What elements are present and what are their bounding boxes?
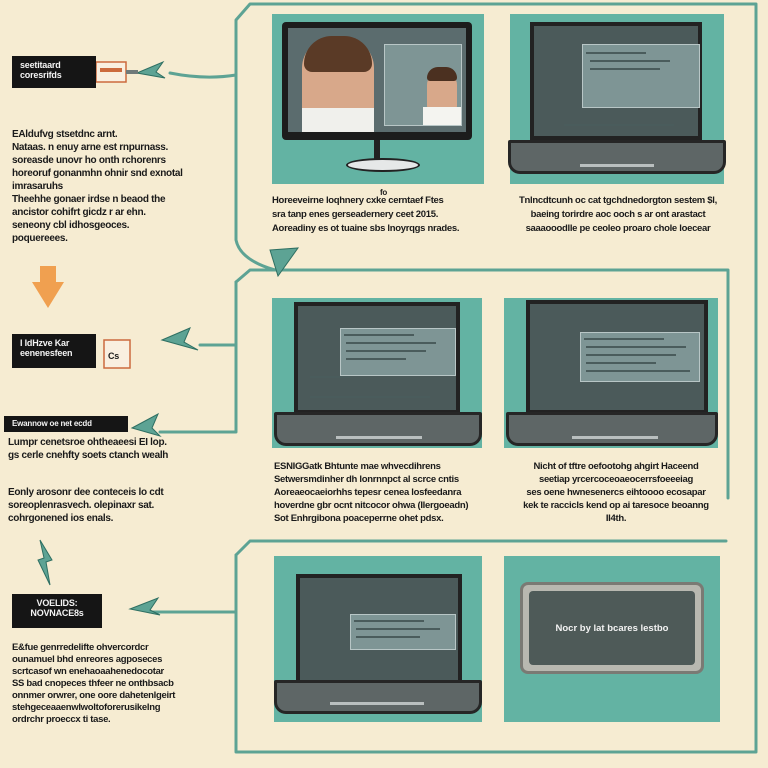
step-tag-3: Ewannow oe net ecdd <box>4 416 128 432</box>
step-description-3: Lumpr cenetsroe ohtheaeesi EI lop. gs ce… <box>8 437 169 461</box>
caption-row2-a: ESNIGGatk Bhtunte mae whvecdihrens Setwe… <box>274 461 469 524</box>
laptop-screen <box>294 302 460 414</box>
video-call-person <box>302 36 374 132</box>
step-description-1: EAldufvg stsetdnc arnt. Nataas. n enuy a… <box>12 129 183 244</box>
caption-row1-a: Horeeveirne loqhnery cxke cerntaef Ftes … <box>272 195 460 234</box>
video-call-window <box>384 44 462 126</box>
caption-row1-b: Tnlncdtcunh oc cat tgchdnedorgton sestem… <box>519 195 717 234</box>
caption-row2-b: Nicht of tftre oefootohg ahgirt Haceend … <box>523 461 709 524</box>
orange-arrow <box>32 266 64 308</box>
laptop-keyboard <box>508 140 726 174</box>
step-tag-4: VOELIDS: NOVNACE8s <box>12 594 102 628</box>
step-description-4: E&fue genrredelifte ohvercordcr ounamuel… <box>12 642 176 725</box>
step-description-3b: Eonly arosonr dee conteceis lo cdt soreo… <box>8 487 164 524</box>
step-tag-2: I IdHzve Kar eenenesfeen <box>12 334 96 368</box>
desktop-monitor <box>282 22 472 140</box>
step-tag-2-side: Cs <box>108 351 119 361</box>
laptop-screen <box>296 574 462 684</box>
monitor-screen <box>288 28 466 132</box>
laptop-screen <box>530 22 702 140</box>
monitor-base <box>346 158 420 172</box>
laptop-keyboard <box>274 412 482 446</box>
laptop-keyboard <box>274 680 482 714</box>
laptop-screen <box>526 300 708 414</box>
monitor-stand <box>374 140 380 160</box>
caption-mark: fo <box>380 188 387 197</box>
tablet-device: Nocr by lat bcares lestbo <box>520 582 704 674</box>
tablet-screen-label: Nocr by lat bcares lestbo <box>555 622 669 634</box>
step-tag-1: seetitaard coresrifds <box>12 56 96 88</box>
laptop-keyboard <box>506 412 718 446</box>
